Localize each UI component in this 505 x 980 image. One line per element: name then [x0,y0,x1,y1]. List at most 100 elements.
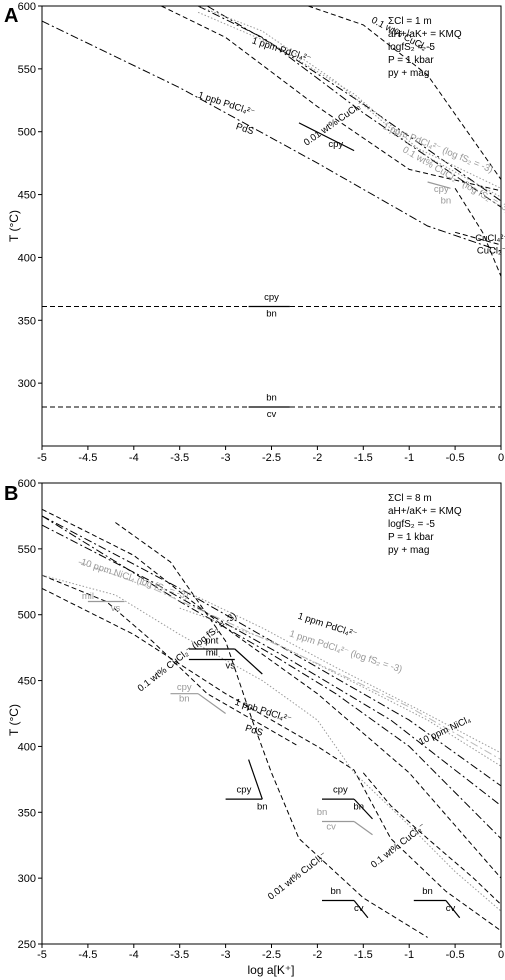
panel-a-x-tick-label: 0 [498,452,504,464]
panel-b-phase-label: cpy [177,682,192,693]
panel-b-phase-label: cpy [333,785,348,796]
panel-b-boundary-line [445,900,461,919]
panel-a-ticks: -5 -4.5 -4 -3.5 -3 -2.5 -2 -1.5 -1 -0.5 0 300 350 400… [18,1,504,464]
panel-b-boundary-line [234,648,263,675]
panel-b-boundary-line [179,607,502,767]
panel-b-boundary-line [362,772,502,905]
panel-b-phase-label: bn [422,886,433,897]
panel-b-condition-text: aH+/aK+ = KMQ [388,506,462,517]
panel-a-condition-text: py + mag [388,68,429,79]
panel-b-x-tick-label: -0.5 [446,949,465,961]
panel-a-condition-text: logfS₂ = -5 [388,42,435,53]
panel-a: A T (°C) -5 -4.5 -4 -3.5 -3 -2.5 -2 -1.5 -1 -0.5 0… [4,1,505,464]
panel-b-phase-label: 1 ppb PdCl₄²⁻ [233,697,293,726]
panel-a-letter: A [4,5,18,27]
panel-a-condition-text: P = 1 kbar [388,55,434,66]
panel-b-ticks: -5 -4.5 -4 -3.5 -3 -2.5 -2 -1.5 -1 -0.5 0 250 300 350… [18,478,504,961]
panel-a-boundary-line [298,122,355,152]
panel-a-y-tick-label: 600 [18,1,36,13]
panel-b-y-tick-label: 500 [18,610,36,622]
panel-a-boundary-line [308,5,502,180]
panel-b-x-tick-label: -3 [221,949,231,961]
panel-b-y-tick-label: 350 [18,807,36,819]
panel-b-phase-label: cv [354,903,364,914]
panel-b-x-tick-label: -4.5 [78,949,97,961]
panel-b-y-tick-label: 600 [18,478,36,490]
panel-b-boundary-line [41,524,502,807]
panel-b-phase-label: vs [111,603,121,614]
panel-a-y-tick-label: 400 [18,252,36,264]
panel-a-plot-frame [41,5,502,447]
panel-b-y-tick-label: 300 [18,873,36,885]
panel-b-boundary-line [41,515,502,787]
panel-a-phase-label: 1 ppm PdCl₄²⁻ [250,35,312,65]
panel-b-phase-label: vs [225,661,235,672]
panel-a-phase-label: CuCl₂⁻ [477,246,505,257]
panel-b: B T (°C) -5 -4.5 -4 -3.5 -3 -2.5 -2 -1.5 -1 -0.5 0… [4,478,504,977]
panel-b-y-tick-label: 400 [18,741,36,753]
panel-b-phase-label: 0.01 wt% CuCl₂⁻ [266,850,329,903]
panel-a-phase-label: cpy [328,139,343,150]
panel-a-x-tick-label: -1.5 [354,452,373,464]
panel-b-boundary-line [115,522,428,938]
panel-b-x-tick-label: -1 [404,949,414,961]
panel-a-boundary-line [41,20,502,252]
panel-b-phase-label: mil [206,648,218,659]
panel-b-y-tick-label: 450 [18,676,36,688]
panel-b-boundary-line [41,587,502,932]
panel-b-phase-label: 0.1 wt% CuCl₂⁻ [369,821,428,870]
panel-b-y-tick-label: 250 [18,939,36,951]
panel-b-condition-text: logfS₂ = -5 [388,519,435,530]
panel-a-boundary-line [427,181,451,189]
panel-a-y-axis-label: T (°C) [7,210,21,242]
panel-a-x-tick-label: -4 [129,452,139,464]
panel-b-phase-label: cv [446,903,456,914]
panel-b-y-tick-label: 550 [18,544,36,556]
panel-b-boundary-line [353,798,373,820]
panel-b-phase-label: pnt [205,636,219,647]
panel-b-boundary-line [179,587,502,754]
panel-b-x-axis-label: log a[K⁺] [247,963,294,977]
panel-a-x-tick-label: -2 [313,452,323,464]
panel-b-phase-label: bn [330,886,341,897]
panel-b-x-tick-label: -3.5 [170,949,189,961]
panel-a-phase-label: cpy [264,292,279,303]
panel-b-boundary-line [41,515,502,839]
panel-b-condition-text: ΣCl = 8 m [388,493,432,504]
panel-a-boundary-line [197,5,502,202]
panel-b-phase-label: bn [317,807,328,818]
panel-a-y-tick-label: 300 [18,378,36,390]
panel-a-x-tick-label: -1 [404,452,414,464]
panel-b-lines [41,508,502,938]
panel-a-boundary-line [161,5,502,192]
panel-b-phase-label: PdS [244,723,264,739]
panel-a-phase-label: bn [266,309,277,320]
panel-a-y-tick-label: 450 [18,190,36,202]
panel-a-x-tick-label: -4.5 [78,452,97,464]
panel-b-x-tick-label: -1.5 [354,949,373,961]
panel-b-x-tick-label: -4 [129,949,139,961]
panel-b-x-tick-label: -5 [37,949,47,961]
panel-b-boundary-line [197,693,226,714]
panel-a-condition-text: ΣCl = 1 m [388,16,432,27]
panel-b-phase-label: cpy [237,785,252,796]
panel-a-x-tick-label: -5 [37,452,47,464]
panel-a-boundary-line [197,11,502,198]
panel-a-condition-text: aH+/aK+ = KMQ [388,29,462,40]
panel-b-y-axis-label: T (°C) [7,704,21,736]
panel-b-x-tick-label: -2.5 [262,949,281,961]
panel-a-phase-label: cpy [434,184,449,195]
panel-a-x-tick-label: -3 [221,452,231,464]
panel-a-conditions: ΣCl = 1 m aH+/aK+ = KMQ logfS₂ = -5 P = 1 k… [388,16,462,79]
panel-a-boundary-line [206,5,502,208]
panel-b-phase-label: bn [179,694,190,705]
panel-b-condition-text: py + mag [388,545,429,556]
panel-b-phase-label: 10 ppm NiCl₄ (log fS₂ = -3) [79,557,189,602]
panel-b-letter: B [4,483,18,505]
panel-b-x-tick-label: -2 [313,949,323,961]
panel-a-x-tick-label: -2.5 [262,452,281,464]
panel-b-x-tick-label: 0 [498,949,504,961]
panel-a-y-tick-label: 350 [18,315,36,327]
